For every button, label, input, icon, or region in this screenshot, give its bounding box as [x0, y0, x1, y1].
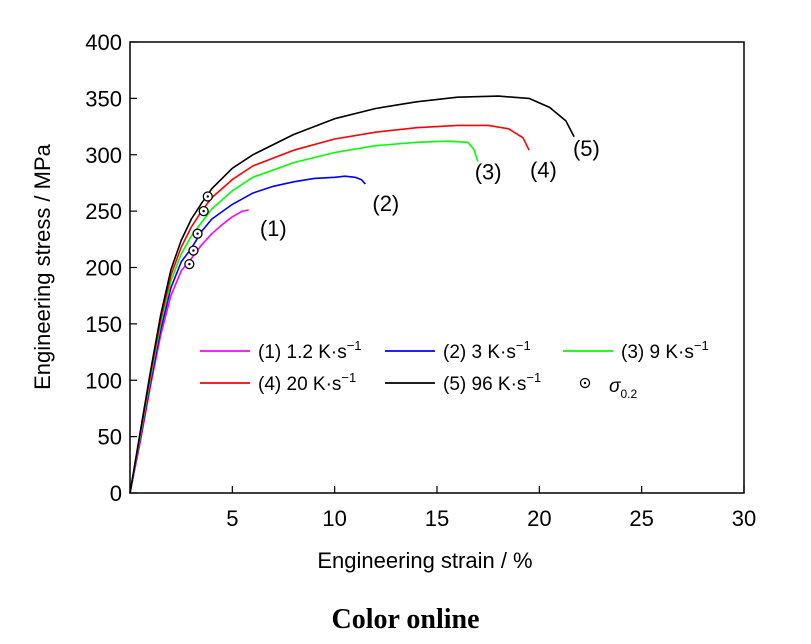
- yield-point-dot: [196, 232, 199, 235]
- y-tick-label: 50: [98, 425, 122, 450]
- legend-yield-dot: [583, 381, 587, 385]
- stress-strain-chart: (1)(2)(3) (4)(5) 5 10 15 20 25 300501001502002…: [30, 30, 756, 573]
- curve-label: (4): [530, 157, 557, 182]
- x-tick-label: 15: [425, 506, 449, 531]
- yield-point-dot: [206, 195, 209, 198]
- y-tick-label: 0: [110, 481, 122, 506]
- y-tick-label: 300: [85, 143, 122, 168]
- yield-point-dot: [202, 209, 205, 213]
- curves: [129, 95, 575, 494]
- curve-label: (2): [372, 191, 399, 216]
- x-tick-label: 20: [527, 506, 551, 531]
- series-line-4: [129, 124, 530, 494]
- y-tick-label: 150: [85, 312, 122, 337]
- series-line-2: [129, 175, 366, 494]
- y-tick-label: 350: [85, 86, 122, 111]
- x-tick-label: 25: [629, 506, 653, 531]
- x-tick-label: 30: [732, 506, 756, 531]
- figure-caption: Color online: [331, 604, 480, 635]
- series-line-5: [129, 95, 575, 494]
- plot-frame: [129, 41, 745, 494]
- y-tick-label: 200: [85, 256, 122, 281]
- legend: (1) 1.2 K·s−1 (2) 3 K·s−1 (3) 9 K·s−1 (4) 2…: [200, 338, 709, 401]
- yield-point-dot: [192, 249, 195, 252]
- y-axis-label: Engineering stress / MPa: [30, 143, 55, 390]
- curve-label: (3): [475, 160, 502, 185]
- series-line-3: [129, 140, 479, 494]
- legend-label-5: (5) 96 K·s−1: [443, 370, 541, 395]
- x-tick-label: 5: [226, 506, 238, 531]
- y-tick-label: 250: [85, 199, 122, 224]
- yield-point-dot: [188, 262, 191, 266]
- x-axis-label: Engineering strain / %: [317, 548, 532, 573]
- legend-label-3: (3) 9 K·s−1: [621, 338, 709, 363]
- curve-label: (1): [260, 216, 287, 241]
- legend-label-4: (4) 20 K·s−1: [258, 370, 356, 395]
- y-tick-label: 100: [85, 368, 122, 393]
- legend-yield-label: σ0.2: [609, 376, 637, 401]
- yield-markers: [184, 191, 213, 270]
- x-tick-label: 10: [322, 506, 346, 531]
- legend-label-2: (2) 3 K·s−1: [443, 338, 531, 363]
- curve-labels: (1) (2) (3) (4) (5): [260, 136, 600, 241]
- curve-label: (5): [573, 136, 600, 161]
- y-tick-label: 400: [85, 30, 122, 55]
- legend-label-1: (1) 1.2 K·s−1: [258, 338, 362, 363]
